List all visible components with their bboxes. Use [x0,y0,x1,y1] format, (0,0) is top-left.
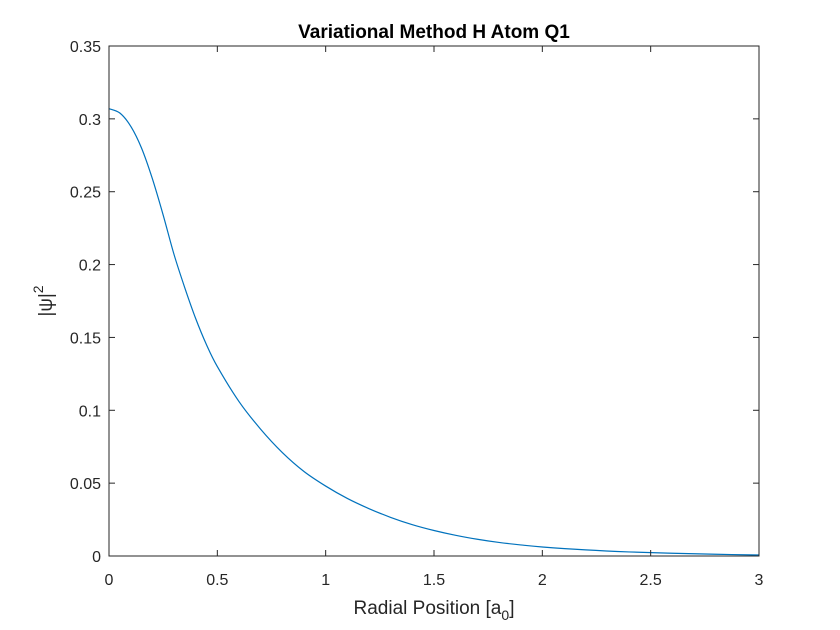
plot-area [109,46,759,556]
y-axis-ticks: 0 0.05 0.1 0.15 0.2 0.25 0.3 0.35 [70,39,759,566]
x-tick-label: 2.5 [640,572,662,589]
x-axis-label-text: Radial Position [a [354,598,502,619]
y-tick-label: 0.05 [70,476,101,493]
x-axis-label-subscript: 0 [501,607,509,623]
y-tick-label: 0.15 [70,330,101,347]
x-axis-ticks: 0 0.5 1 1.5 2 2.5 3 [105,46,764,589]
y-axis-label-superscript: 2 [30,285,46,293]
y-tick-label: 0.1 [79,403,101,420]
x-axis-label-suffix: ] [509,598,514,619]
y-tick-label: 0.25 [70,185,101,202]
x-tick-label: 0.5 [206,572,228,589]
x-tick-label: 1.5 [423,572,445,589]
y-axis-label-text: |ψ| [36,293,57,316]
y-tick-label: 0.35 [70,39,101,56]
x-tick-label: 2 [538,572,547,589]
y-tick-label: 0.3 [79,112,101,129]
x-tick-label: 1 [321,572,330,589]
series-layer [108,108,760,556]
x-tick-label: 3 [755,572,764,589]
y-tick-label: 0 [92,549,101,566]
chart-title: Variational Method H Atom Q1 [298,22,570,43]
x-tick-label: 0 [105,572,114,589]
series-line [108,108,760,556]
y-axis-label: |ψ|2 [30,285,57,316]
y-tick-label: 0.2 [79,258,101,275]
x-axis-label: Radial Position [a0] [354,598,515,623]
